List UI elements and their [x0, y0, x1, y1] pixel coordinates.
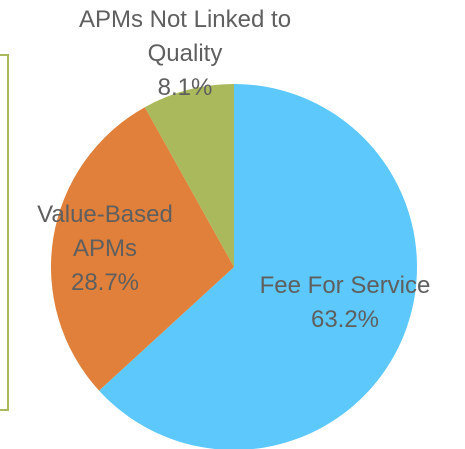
category-name: APMs Not Linked to Quality [78, 6, 292, 67]
pie-slice [144, 84, 234, 267]
value-label: 8.1% [157, 74, 213, 101]
slice-label: APMs Not Linked to Quality 8.1% [50, 3, 320, 105]
category-name: Fee For Service [259, 272, 431, 299]
slice-label: Value-Based APMs 28.7% [20, 198, 190, 300]
pie [50, 84, 417, 449]
value-label: 28.7% [70, 269, 140, 296]
value-label: 63.2% [310, 306, 380, 333]
pie-slice [99, 84, 417, 449]
pie-slice [50, 107, 234, 391]
category-name: Value-Based APMs [37, 201, 173, 262]
slice-label: Fee For Service 63.2% [225, 269, 465, 337]
frame-edge [0, 54, 9, 411]
